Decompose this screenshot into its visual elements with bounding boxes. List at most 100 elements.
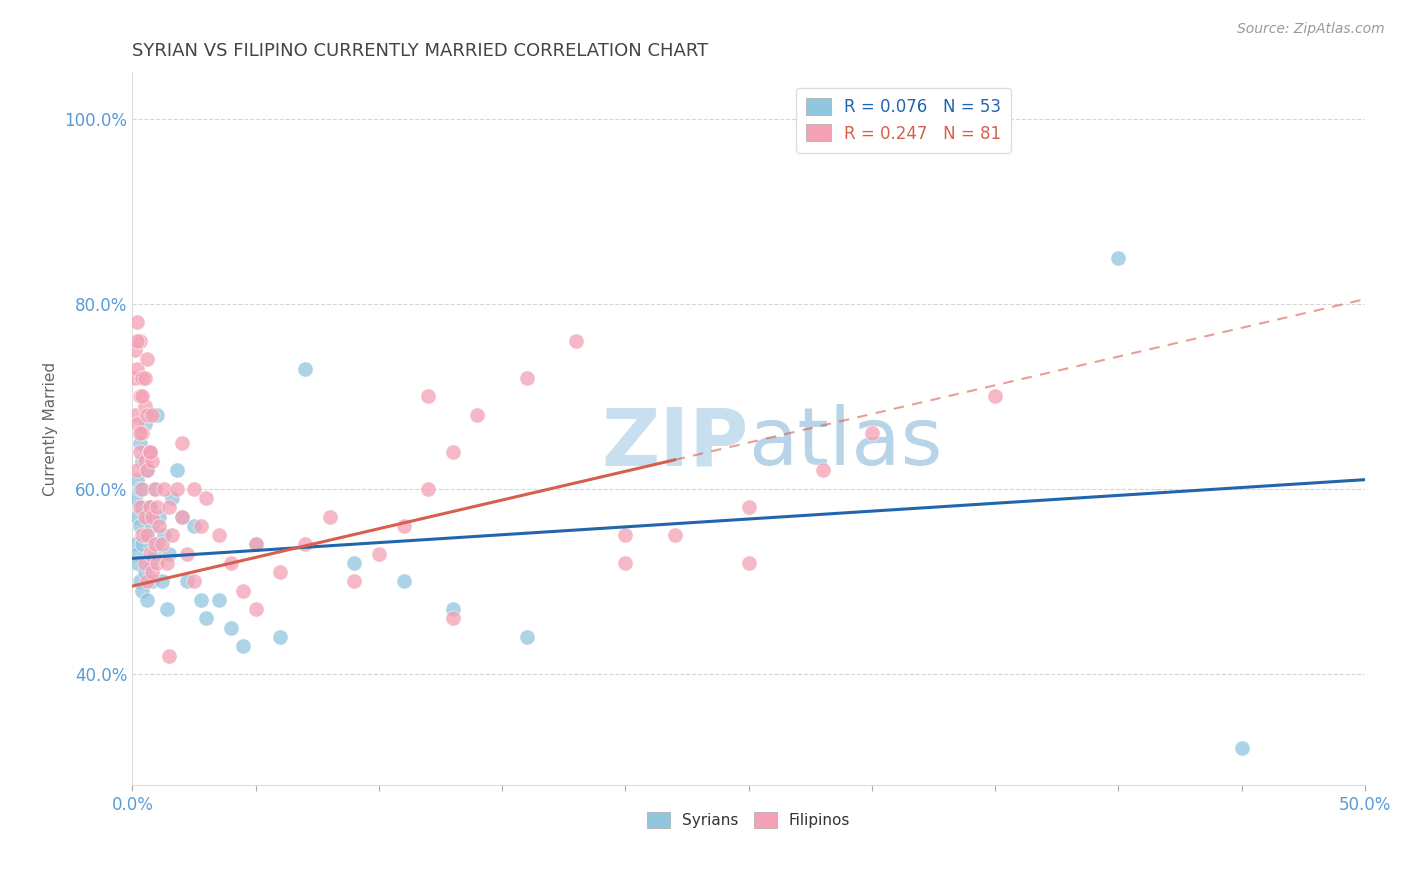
Point <box>136 574 159 589</box>
Point <box>141 574 163 589</box>
Point <box>128 445 150 459</box>
Point <box>127 361 149 376</box>
Point <box>170 509 193 524</box>
Point <box>134 417 156 431</box>
Point <box>141 565 163 579</box>
Point <box>143 482 166 496</box>
Point <box>128 435 150 450</box>
Point <box>441 611 464 625</box>
Point <box>176 574 198 589</box>
Point <box>245 537 267 551</box>
Point <box>195 491 218 505</box>
Point <box>131 482 153 496</box>
Point <box>128 500 150 515</box>
Point <box>157 500 180 515</box>
Y-axis label: Currently Married: Currently Married <box>44 361 58 496</box>
Point <box>146 556 169 570</box>
Point <box>190 593 212 607</box>
Point <box>984 389 1007 403</box>
Point <box>219 556 242 570</box>
Point <box>124 537 146 551</box>
Point <box>183 519 205 533</box>
Point <box>565 334 588 348</box>
Point <box>153 482 176 496</box>
Point <box>134 371 156 385</box>
Point <box>467 408 489 422</box>
Point <box>148 509 170 524</box>
Point <box>153 528 176 542</box>
Point <box>245 537 267 551</box>
Point <box>124 491 146 505</box>
Point <box>128 574 150 589</box>
Point <box>124 408 146 422</box>
Point <box>1230 741 1253 756</box>
Point <box>141 454 163 468</box>
Point <box>131 454 153 468</box>
Point <box>294 361 316 376</box>
Point <box>343 556 366 570</box>
Point <box>127 463 149 477</box>
Point <box>318 509 340 524</box>
Point <box>418 482 440 496</box>
Point <box>195 611 218 625</box>
Point <box>138 500 160 515</box>
Point <box>127 473 149 487</box>
Text: ZIP: ZIP <box>602 404 748 482</box>
Point <box>614 556 637 570</box>
Point <box>208 593 231 607</box>
Point <box>232 640 254 654</box>
Point <box>160 491 183 505</box>
Point <box>860 426 883 441</box>
Point <box>141 519 163 533</box>
Point <box>134 528 156 542</box>
Point <box>141 408 163 422</box>
Point <box>269 565 291 579</box>
Point <box>614 528 637 542</box>
Text: Source: ZipAtlas.com: Source: ZipAtlas.com <box>1237 22 1385 37</box>
Point <box>131 583 153 598</box>
Point <box>269 630 291 644</box>
Point <box>156 602 179 616</box>
Point <box>343 574 366 589</box>
Point <box>128 519 150 533</box>
Point <box>136 352 159 367</box>
Point <box>128 482 150 496</box>
Point <box>143 537 166 551</box>
Point <box>160 528 183 542</box>
Point <box>811 463 834 477</box>
Point <box>127 315 149 329</box>
Point <box>150 574 173 589</box>
Point <box>143 482 166 496</box>
Point <box>124 343 146 357</box>
Point <box>134 556 156 570</box>
Point <box>516 630 538 644</box>
Point <box>176 547 198 561</box>
Point <box>737 500 759 515</box>
Point <box>294 537 316 551</box>
Point <box>441 602 464 616</box>
Point <box>143 547 166 561</box>
Point <box>136 463 159 477</box>
Point <box>170 435 193 450</box>
Text: SYRIAN VS FILIPINO CURRENTLY MARRIED CORRELATION CHART: SYRIAN VS FILIPINO CURRENTLY MARRIED COR… <box>132 42 709 60</box>
Point <box>131 537 153 551</box>
Point <box>138 445 160 459</box>
Point <box>138 445 160 459</box>
Point <box>138 500 160 515</box>
Point <box>441 445 464 459</box>
Point <box>136 528 159 542</box>
Point <box>134 565 156 579</box>
Point <box>131 389 153 403</box>
Point <box>146 537 169 551</box>
Point <box>516 371 538 385</box>
Point <box>170 509 193 524</box>
Point <box>183 574 205 589</box>
Point <box>141 509 163 524</box>
Point <box>150 537 173 551</box>
Point <box>136 408 159 422</box>
Point <box>136 463 159 477</box>
Point <box>157 648 180 663</box>
Point <box>148 519 170 533</box>
Point <box>138 556 160 570</box>
Point <box>131 500 153 515</box>
